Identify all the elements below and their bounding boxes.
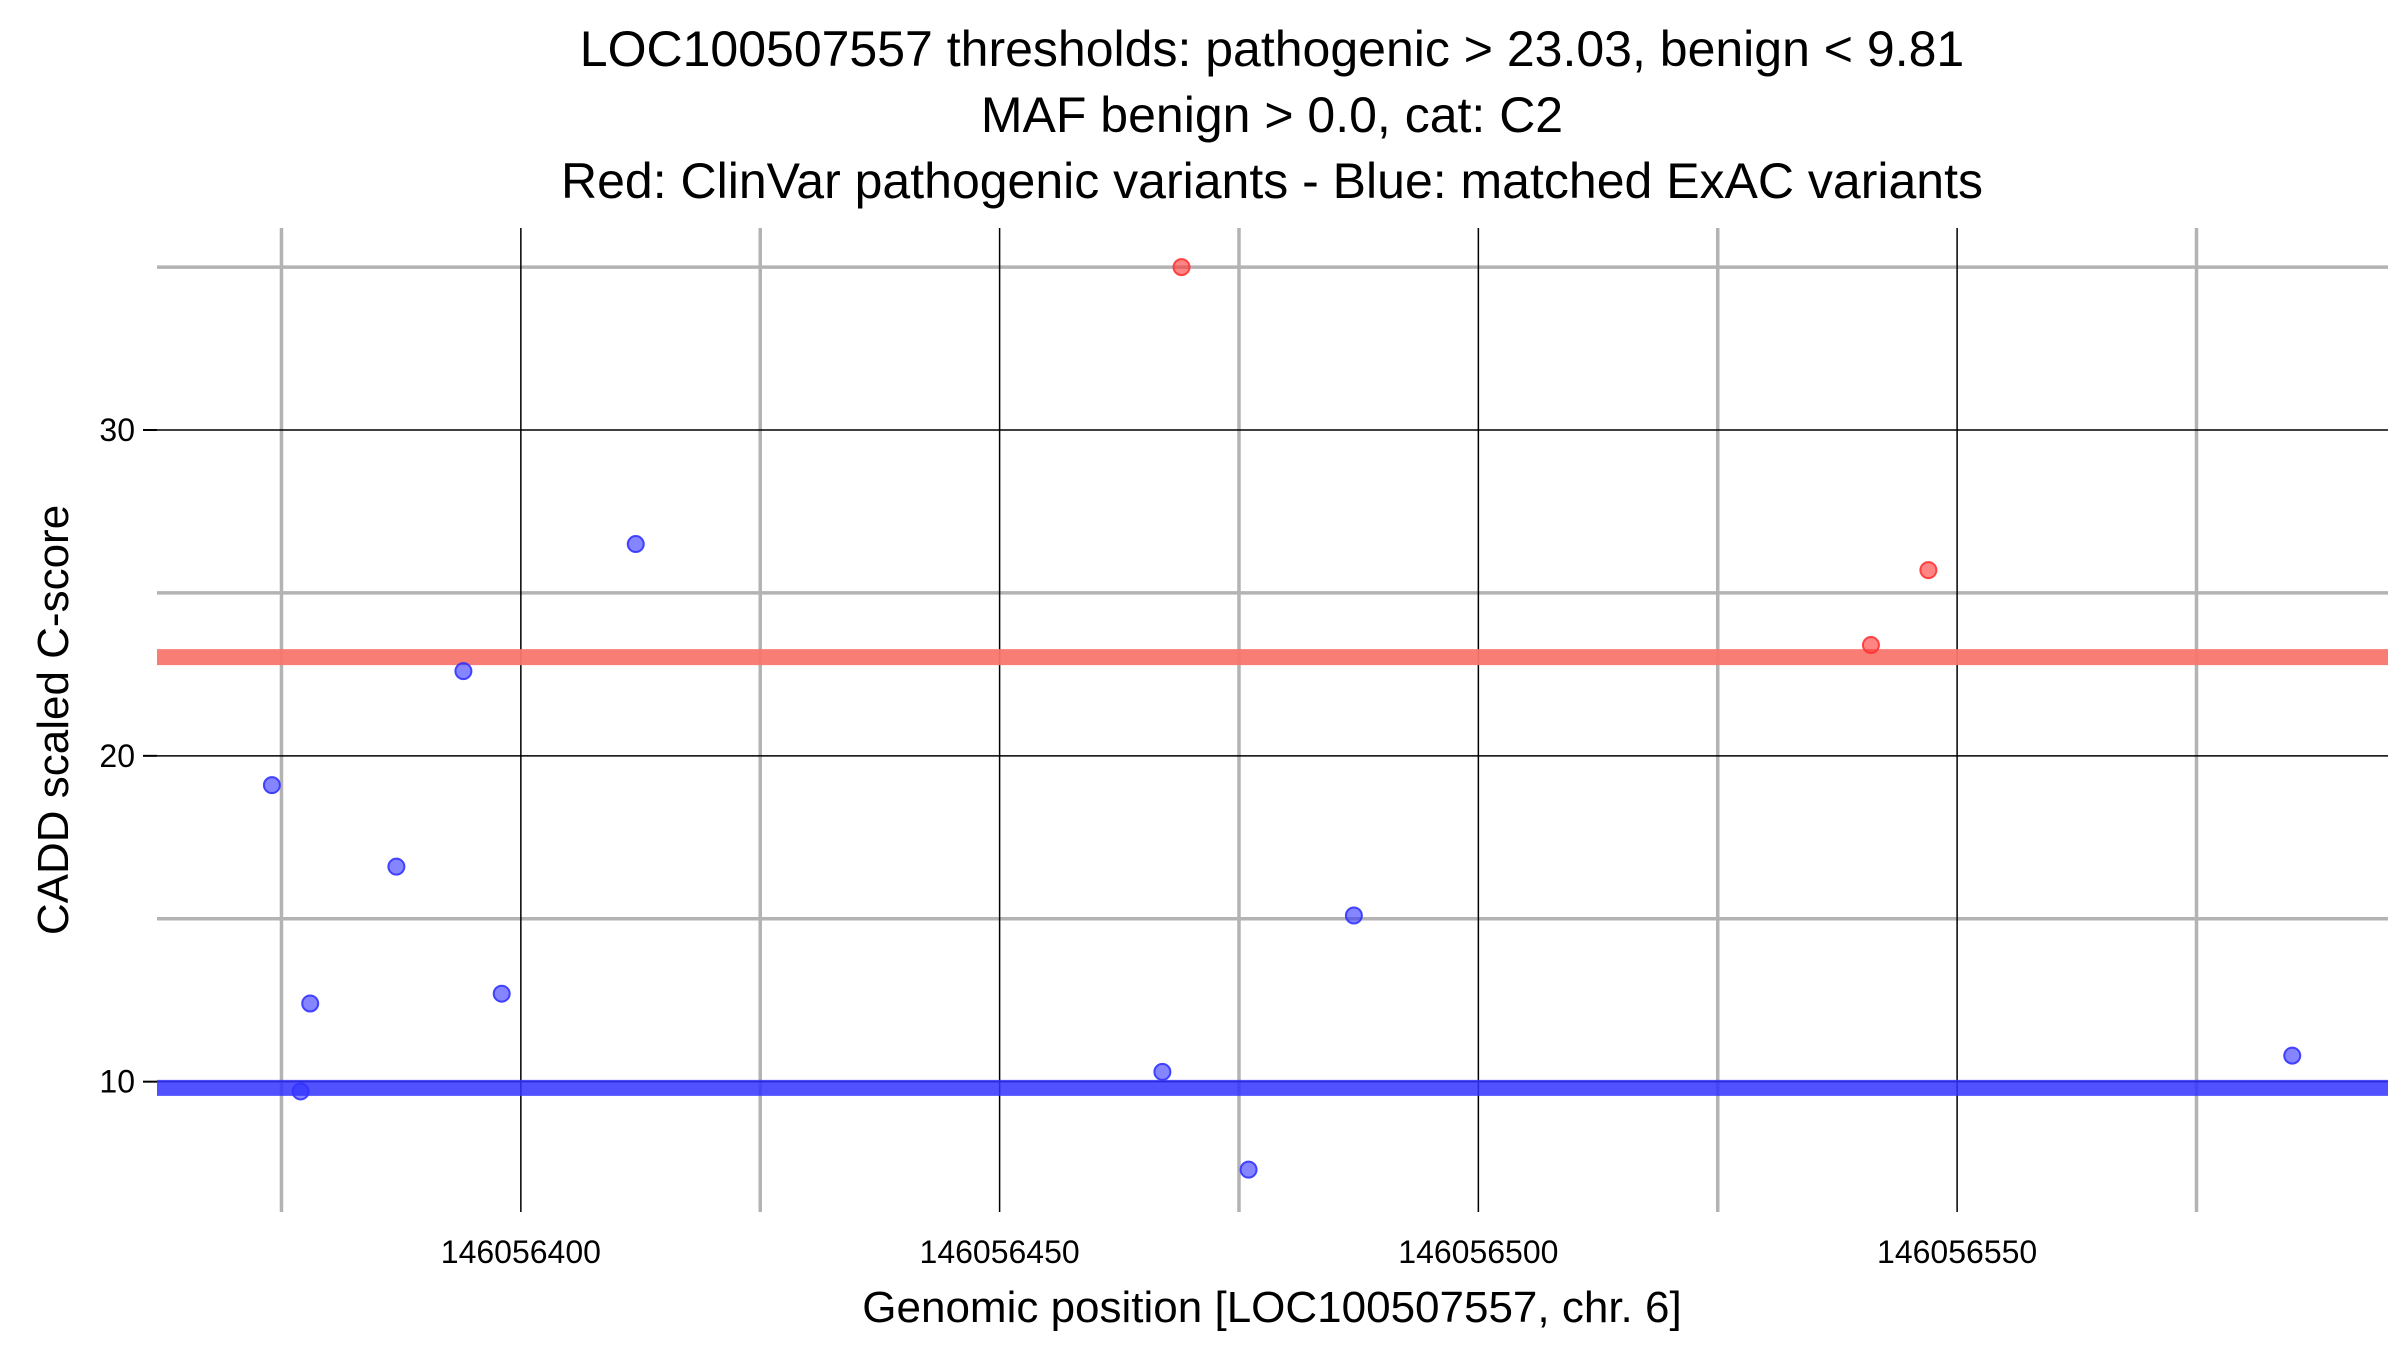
title-line-2: MAF benign > 0.0, cat: C2 xyxy=(981,87,1563,143)
x-tick-label: 146056500 xyxy=(1398,1234,1558,1270)
exac-point xyxy=(1344,906,1363,925)
y-axis: 10 20 30 xyxy=(99,412,157,1100)
exac-point xyxy=(454,662,473,681)
clinvar-point xyxy=(1919,561,1938,580)
data-points xyxy=(262,258,2302,1179)
title-line-3: Red: ClinVar pathogenic variants - Blue:… xyxy=(561,153,1983,209)
title-line-1: LOC100507557 thresholds: pathogenic > 23… xyxy=(580,21,1964,77)
y-tick-label: 10 xyxy=(99,1064,135,1100)
x-axis-label: Genomic position [LOC100507557, chr. 6] xyxy=(862,1283,1681,1332)
exac-point xyxy=(301,994,320,1013)
exac-point xyxy=(626,535,645,554)
y-tick-label: 20 xyxy=(99,738,135,774)
exac-point xyxy=(1153,1062,1172,1081)
exac-point xyxy=(262,776,281,795)
exac-point xyxy=(1239,1160,1258,1179)
clinvar-point xyxy=(1861,636,1880,655)
exac-point xyxy=(492,984,511,1003)
y-tick-label: 30 xyxy=(99,412,135,448)
exac-point xyxy=(291,1082,310,1101)
exac-point xyxy=(387,857,406,876)
x-tick-label: 146056450 xyxy=(920,1234,1080,1270)
minor-gridlines xyxy=(157,228,2388,1212)
threshold-lines xyxy=(157,649,2388,1096)
chart-title: LOC100507557 thresholds: pathogenic > 23… xyxy=(561,21,1983,209)
exac-point xyxy=(2283,1046,2302,1065)
x-axis: 146056400 146056450 146056500 146056550 xyxy=(441,1234,2037,1270)
y-axis-label: CADD scaled C-score xyxy=(29,505,78,935)
x-tick-label: 146056400 xyxy=(441,1234,601,1270)
x-tick-label: 146056550 xyxy=(1877,1234,2037,1270)
clinvar-point xyxy=(1172,258,1191,277)
